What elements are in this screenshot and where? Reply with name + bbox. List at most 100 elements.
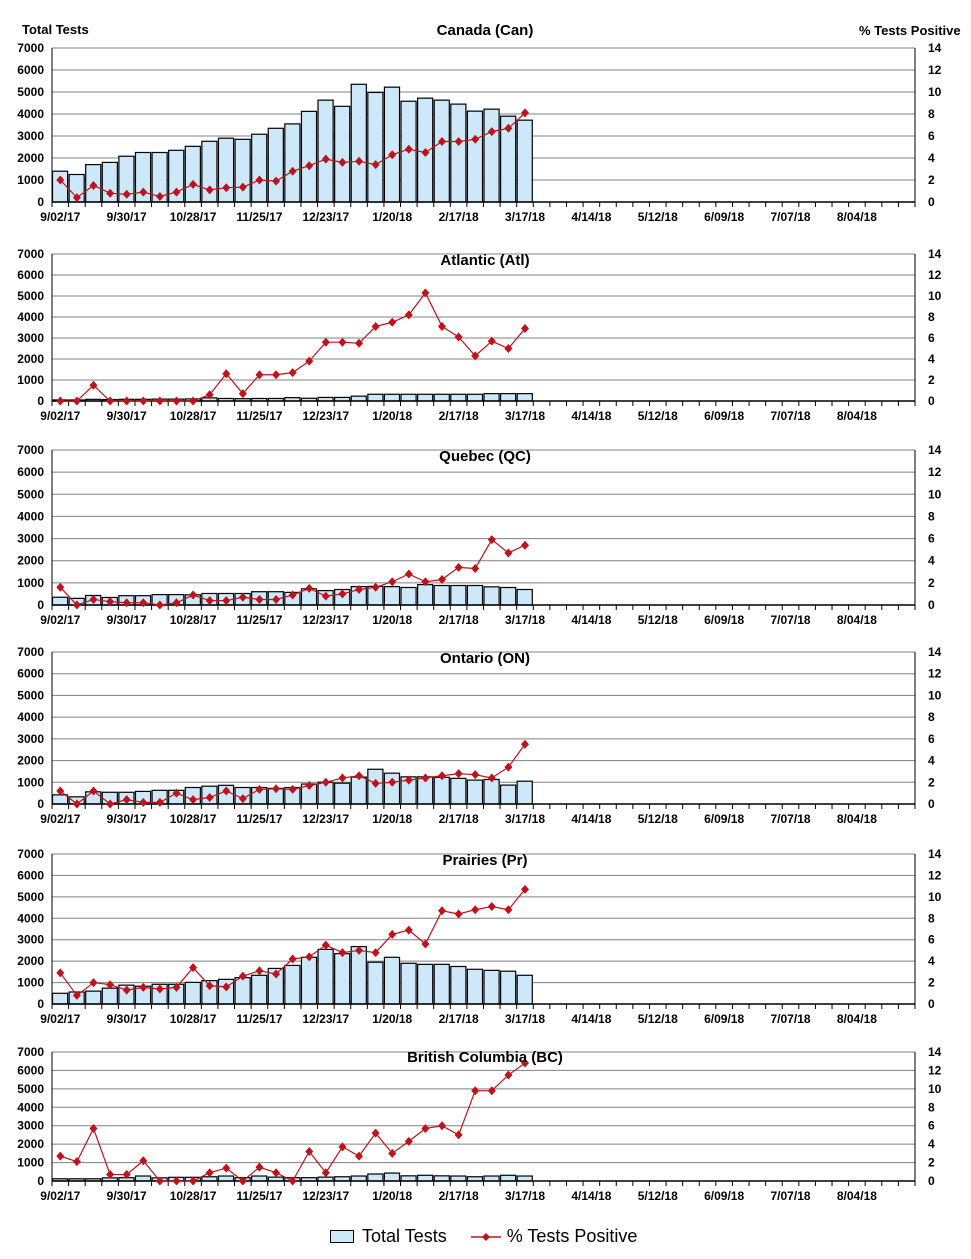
y2-tick-label: 10 [928, 1082, 942, 1096]
legend-line-label: % Tests Positive [506, 1226, 638, 1246]
y-tick-label: 6000 [17, 268, 44, 282]
y-tick-label: 7000 [17, 247, 44, 261]
bar-total-tests [51, 794, 69, 805]
y-tick-label: 5000 [17, 487, 44, 501]
marker-pct-positive [454, 332, 463, 342]
y-tick-label: 6000 [17, 868, 44, 882]
marker-pct-positive [72, 990, 81, 1000]
y-tick-label: 5000 [17, 890, 44, 904]
x-tick-label: 3/17/18 [505, 613, 545, 627]
marker-pct-positive [487, 535, 496, 545]
bar-total-tests [516, 780, 533, 805]
marker-pct-positive [487, 127, 496, 137]
marker-pct-positive [471, 351, 480, 361]
y-tick-label: 3000 [17, 1119, 44, 1133]
marker-pct-positive [321, 337, 330, 347]
chart-title: Atlantic (Atl) [440, 252, 529, 269]
y-tick-label: 1000 [17, 1156, 44, 1170]
marker-pct-positive [338, 1142, 347, 1152]
y2-tick-label: 0 [928, 598, 935, 612]
x-tick-label: 9/02/17 [40, 613, 80, 627]
y-tick-label: 6000 [17, 465, 44, 479]
bar-total-tests [450, 777, 467, 805]
marker-pct-positive [504, 123, 513, 133]
y2-tick-label: 6 [928, 1119, 935, 1133]
x-tick-label: 1/20/18 [372, 1012, 412, 1026]
x-tick-label: 3/17/18 [505, 1012, 545, 1026]
bar-total-tests [433, 584, 450, 606]
y-tick-label: 4000 [17, 310, 44, 324]
bar-total-tests [367, 961, 384, 1005]
marker-pct-positive [189, 590, 198, 600]
x-tick-label: 1/20/18 [372, 1189, 412, 1203]
x-tick-label: 8/04/18 [837, 1012, 877, 1026]
y2-tick-label: 14 [928, 41, 942, 55]
marker-pct-positive [504, 548, 513, 558]
y2-tick-label: 0 [928, 797, 935, 811]
marker-pct-positive [454, 909, 463, 919]
x-tick-label: 10/28/17 [170, 812, 217, 826]
bar-total-tests [334, 782, 351, 805]
x-tick-label: 7/07/18 [771, 1189, 811, 1203]
bar-total-tests [516, 393, 533, 402]
y2-tick-label: 4 [928, 754, 935, 768]
y-tick-label: 6000 [17, 1063, 44, 1077]
marker-pct-positive [388, 1148, 397, 1158]
y-tick-label: 7000 [17, 41, 44, 55]
x-tick-label: 2/17/18 [439, 1189, 479, 1203]
y-tick-label: 5000 [17, 688, 44, 702]
bar-total-tests [433, 99, 450, 203]
y2-tick-label: 4 [928, 554, 935, 568]
marker-pct-positive [139, 598, 148, 608]
marker-pct-positive [155, 797, 164, 807]
marker-pct-positive [139, 797, 148, 807]
y-tick-label: 3000 [17, 933, 44, 947]
marker-pct-positive [272, 1168, 281, 1178]
bar-total-tests [383, 956, 401, 1005]
y-tick-label: 2000 [17, 954, 44, 968]
marker-pct-positive [205, 1168, 214, 1178]
marker-pct-positive [421, 577, 430, 587]
x-tick-label: 8/04/18 [837, 613, 877, 627]
y2-tick-label: 12 [928, 868, 942, 882]
x-tick-label: 11/25/17 [236, 210, 282, 224]
bar-total-tests [367, 393, 384, 402]
bar-total-tests [466, 393, 484, 402]
marker-pct-positive [305, 161, 314, 171]
marker-pct-positive [471, 905, 480, 915]
y2-tick-label: 2 [928, 775, 935, 789]
marker-pct-positive [288, 590, 297, 600]
marker-pct-positive [421, 1123, 430, 1133]
bar-total-tests [383, 1172, 401, 1182]
x-tick-label: 7/07/18 [771, 1012, 811, 1026]
x-tick-label: 4/14/18 [571, 409, 611, 423]
bar-total-tests [483, 108, 500, 203]
bar-total-tests [350, 776, 367, 805]
marker-pct-positive [89, 978, 98, 988]
marker-pct-positive [487, 1086, 496, 1096]
y2-tick-label: 8 [928, 310, 935, 324]
marker-pct-positive [471, 134, 480, 144]
marker-pct-positive [388, 150, 397, 160]
x-tick-label: 10/28/17 [170, 613, 217, 627]
marker-pct-positive [222, 1163, 231, 1173]
x-tick-label: 2/17/18 [439, 613, 479, 627]
marker-pct-positive [338, 337, 347, 347]
bar-total-tests [433, 393, 450, 402]
y-tick-label: 1000 [17, 373, 44, 387]
marker-pct-positive [438, 906, 447, 916]
marker-pct-positive [355, 945, 364, 955]
y2-tick-label: 8 [928, 1100, 935, 1114]
x-tick-label: 11/25/17 [236, 613, 282, 627]
x-tick-label: 1/20/18 [372, 210, 412, 224]
y2-tick-label: 2 [928, 173, 935, 187]
marker-pct-positive [89, 380, 98, 390]
marker-pct-positive [139, 396, 148, 406]
y2-tick-label: 4 [928, 1137, 935, 1151]
y-tick-label: 2000 [17, 554, 44, 568]
marker-pct-positive [122, 795, 131, 805]
marker-pct-positive [404, 925, 413, 935]
bar-total-tests [433, 963, 450, 1005]
marker-pct-positive [238, 389, 247, 399]
y-tick-label: 2000 [17, 754, 44, 768]
